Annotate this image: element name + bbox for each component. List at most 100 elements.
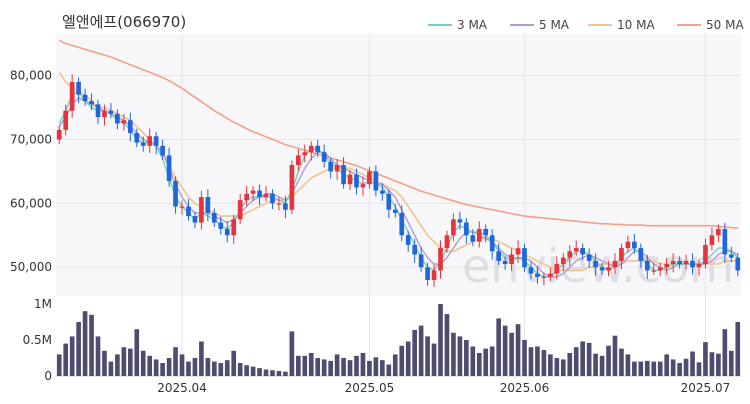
volume-bar bbox=[535, 346, 540, 376]
volume-bar bbox=[63, 343, 69, 376]
volume-bar bbox=[560, 359, 566, 376]
volume-bar bbox=[179, 354, 185, 376]
volume-bar bbox=[250, 366, 256, 376]
candle-body bbox=[399, 212, 405, 236]
legend-label: 50 MA bbox=[706, 18, 744, 32]
volume-bar bbox=[728, 350, 734, 376]
volume-bar bbox=[580, 341, 586, 376]
candle-body bbox=[302, 152, 308, 156]
volume-bar bbox=[199, 341, 204, 376]
candle-body bbox=[696, 264, 702, 268]
volume-bar bbox=[153, 359, 159, 376]
volume-tick-label: 1M bbox=[34, 297, 52, 311]
volume-bar bbox=[127, 348, 133, 376]
volume-bar bbox=[625, 354, 631, 376]
candle-body bbox=[102, 110, 107, 118]
price-axis-ticks: 80,000 70,000 60,000 50,000 bbox=[10, 69, 52, 275]
volume-bar bbox=[95, 336, 101, 376]
volume-bar bbox=[515, 324, 521, 376]
volume-bar bbox=[567, 352, 573, 376]
candle-body bbox=[586, 254, 592, 261]
candle-body bbox=[199, 196, 204, 223]
volume-bar bbox=[496, 318, 501, 376]
volume-bar bbox=[140, 350, 146, 376]
candle-body bbox=[373, 171, 379, 191]
candle-body bbox=[179, 206, 185, 208]
candle-body bbox=[560, 257, 566, 265]
candle-body bbox=[573, 248, 579, 252]
volume-bar bbox=[160, 363, 165, 376]
chart-title: 엘앤에프(066970) bbox=[62, 13, 186, 31]
candle-body bbox=[412, 244, 417, 255]
candle-body bbox=[380, 190, 385, 194]
volume-bar bbox=[431, 343, 437, 376]
candle-body bbox=[735, 257, 741, 271]
candle-body bbox=[509, 254, 514, 265]
candle-body bbox=[418, 254, 424, 268]
candle-body bbox=[703, 244, 708, 265]
volume-bar bbox=[334, 354, 340, 376]
candle-body bbox=[334, 165, 340, 172]
candle-body bbox=[147, 136, 153, 146]
volume-bar bbox=[121, 347, 127, 376]
candle-body bbox=[606, 267, 611, 271]
volume-bar bbox=[360, 352, 366, 376]
candle-body bbox=[670, 260, 676, 265]
volume-bar bbox=[619, 348, 624, 376]
candle-body bbox=[728, 254, 734, 258]
volume-bar bbox=[696, 362, 702, 376]
volume-bar bbox=[244, 365, 249, 376]
volume-bar bbox=[102, 350, 107, 376]
price-tick-label: 70,000 bbox=[10, 132, 52, 146]
volume-bar bbox=[89, 314, 94, 376]
ma10-line bbox=[58, 71, 738, 272]
volume-bar bbox=[257, 368, 262, 376]
volume-bar bbox=[670, 359, 676, 376]
volume-bar bbox=[302, 355, 308, 376]
candle-body bbox=[515, 248, 521, 255]
candle-body bbox=[476, 228, 482, 242]
volume-bar bbox=[735, 322, 741, 376]
candle-body bbox=[392, 209, 398, 213]
volume-bar bbox=[638, 361, 644, 376]
candle-body bbox=[502, 260, 508, 265]
candle-body bbox=[283, 203, 288, 210]
candle-body bbox=[580, 248, 586, 255]
volume-bar bbox=[573, 347, 579, 376]
candle-body bbox=[121, 120, 127, 124]
volume-bar bbox=[405, 341, 411, 376]
volume-bar bbox=[276, 370, 282, 376]
volume-bar bbox=[341, 358, 346, 376]
ma10-line-group bbox=[58, 71, 738, 272]
volume-bar bbox=[82, 311, 88, 376]
volume-bar bbox=[664, 354, 670, 376]
volume-panel-bg bbox=[56, 300, 741, 376]
volume-bar bbox=[606, 345, 611, 376]
volume-bar bbox=[56, 354, 62, 376]
candle-body bbox=[457, 219, 463, 223]
price-tick-label: 80,000 bbox=[10, 69, 52, 83]
volume-bar bbox=[386, 364, 392, 376]
volume-bar bbox=[509, 332, 514, 376]
candle-body bbox=[347, 174, 353, 185]
candle-body bbox=[593, 260, 598, 268]
candle-body bbox=[289, 165, 295, 210]
volume-bar bbox=[522, 340, 527, 376]
candle-body bbox=[567, 251, 573, 258]
candle-body bbox=[677, 260, 682, 265]
candle-body bbox=[127, 120, 133, 134]
candle-body bbox=[496, 251, 501, 261]
ma3-line-group bbox=[58, 90, 739, 278]
candle-body bbox=[328, 161, 333, 172]
date-tick-label: 2025.07 bbox=[681, 381, 731, 395]
ma50-line bbox=[58, 39, 738, 230]
candle-body bbox=[192, 216, 198, 223]
candle-body bbox=[599, 267, 605, 271]
candle-body bbox=[464, 222, 469, 236]
candle-body bbox=[451, 219, 456, 236]
volume-bar bbox=[677, 363, 682, 376]
candle-body bbox=[276, 203, 282, 205]
legend-label: 10 MA bbox=[617, 18, 655, 32]
candle-body bbox=[211, 212, 217, 223]
candles-group bbox=[56, 74, 741, 288]
